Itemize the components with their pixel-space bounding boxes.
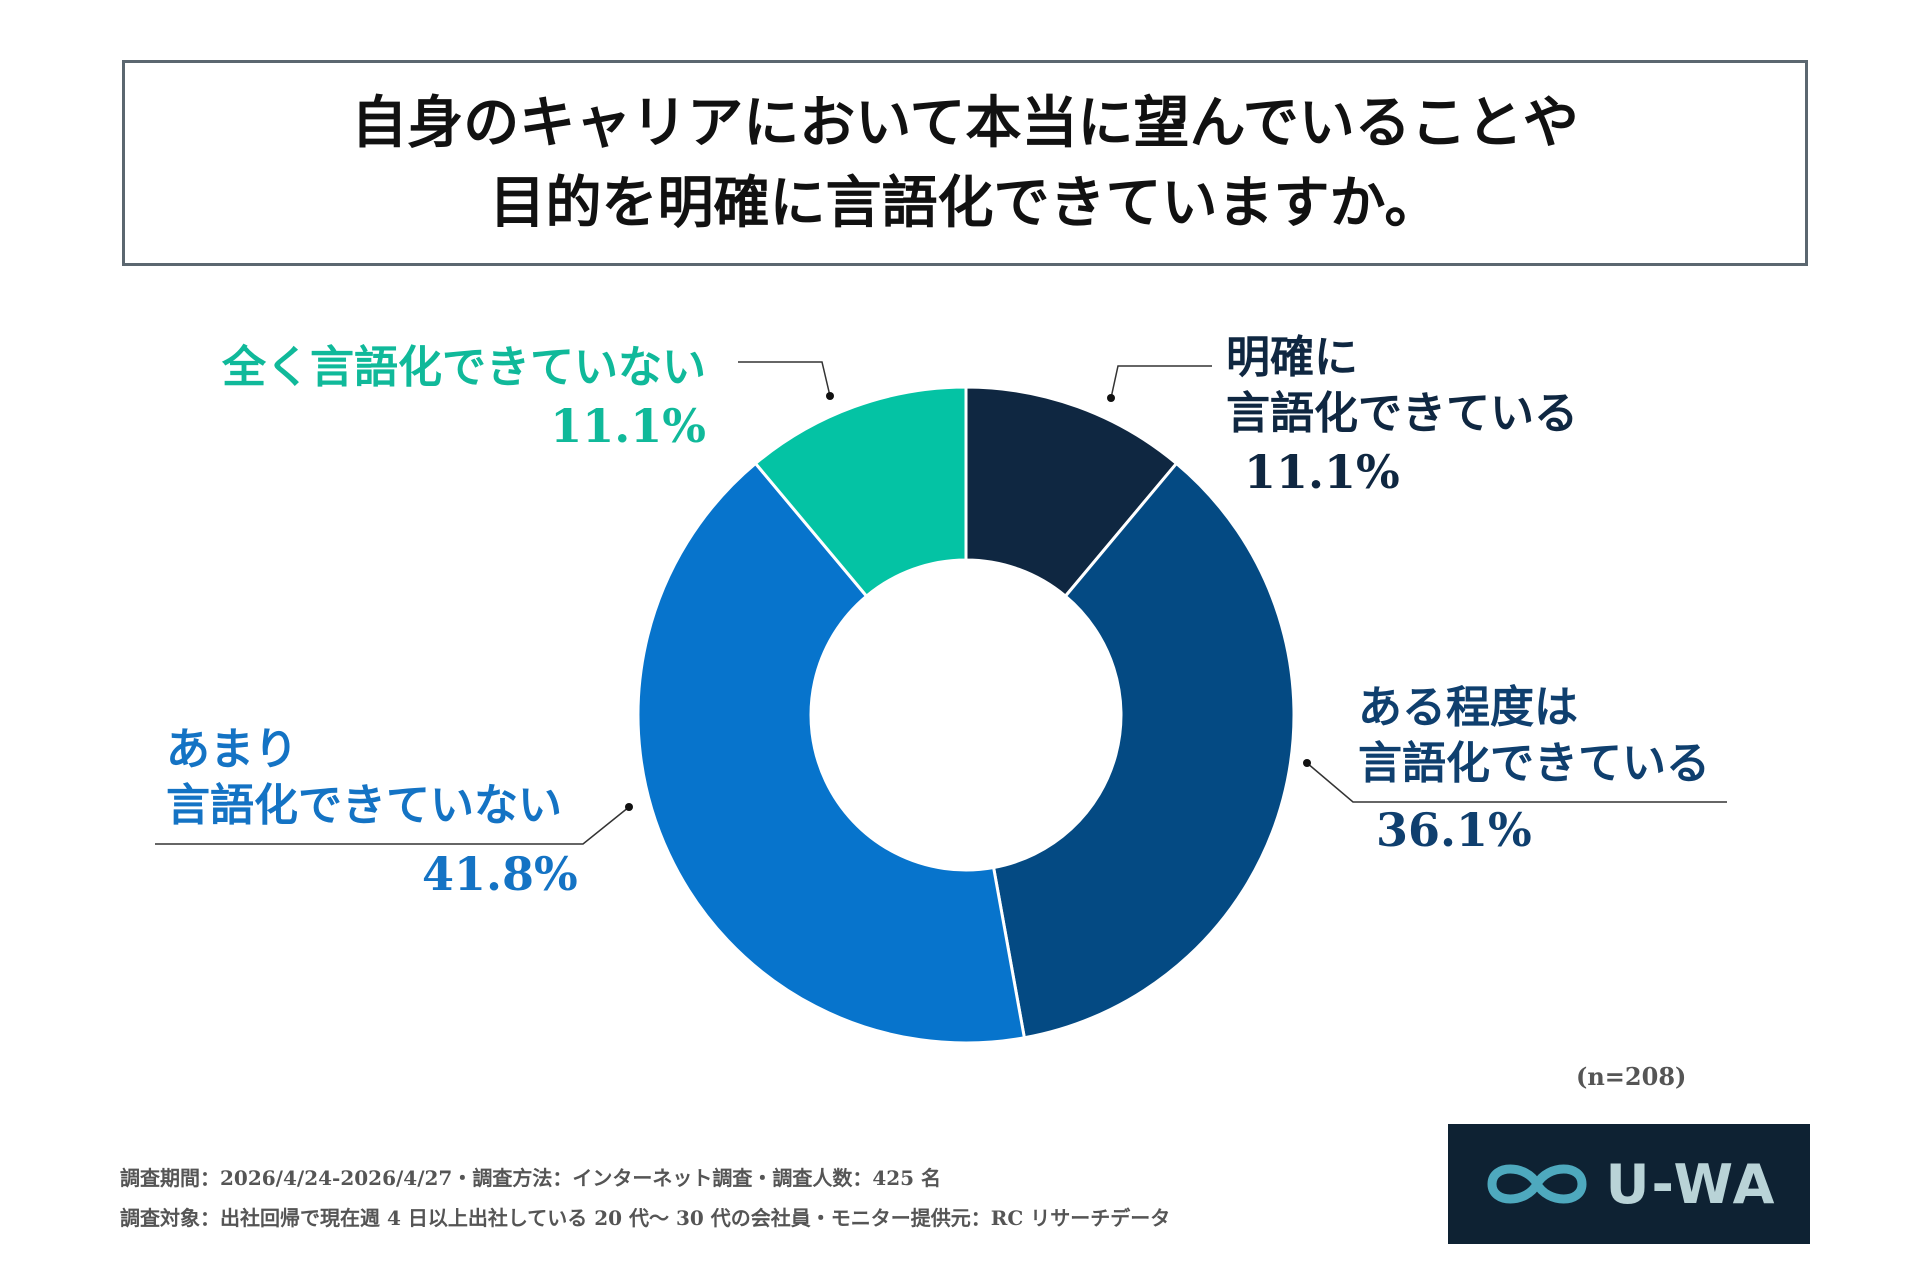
footer-line-2: 調査対象：出社回帰で現在週 4 日以上出社している 20 代〜 30 代の会社員… [120, 1206, 1171, 1230]
slice-category-2-line2: 言語化できていない [166, 780, 562, 831]
slice-category-1-line2: 言語化できている [1358, 738, 1710, 789]
donut-slice-3 [753, 385, 968, 599]
slice-label-0: 明確に 言語化できている 11.1% [1226, 330, 1578, 502]
slice-category-3-line1: 全く言語化できていない [222, 342, 706, 393]
leader-dot-3 [826, 392, 834, 400]
slice-value-2: 41.8% [422, 847, 578, 901]
leader-dot-0 [1107, 394, 1115, 402]
slice-label-2: あまり 言語化できていない 41.8% [166, 722, 578, 904]
title-line-1: 自身のキャリアにおいて本当に望んでいることや [351, 90, 1579, 156]
logo-text: U-WA [1605, 1152, 1777, 1216]
leader-line-1 [1306, 762, 1727, 803]
slice-category-1-line1: ある程度は [1358, 682, 1578, 733]
slice-category-0-line2: 言語化できている [1226, 388, 1578, 439]
slice-category-2-line1: あまり [166, 724, 298, 775]
donut-slice-2 [636, 461, 1027, 1045]
slice-value-3: 11.1% [550, 399, 706, 453]
slice-value-1: 36.1% [1376, 803, 1532, 857]
donut-slice-0 [964, 385, 1179, 599]
slice-category-0-line1: 明確に [1226, 332, 1358, 383]
title-box: 自身のキャリアにおいて本当に望んでいることや 目的を明確に言語化できていますか。 [122, 60, 1808, 266]
leader-line-2 [155, 806, 630, 845]
leader-dot-1 [1303, 759, 1311, 767]
donut-slice-1 [991, 461, 1296, 1040]
infinity-icon [1487, 1164, 1587, 1204]
sample-size-note: (n=208) [1576, 1062, 1687, 1091]
slice-label-3: 全く言語化できていない 11.1% [222, 340, 706, 456]
leader-dot-2 [625, 803, 633, 811]
leader-line-3 [738, 361, 831, 397]
slice-label-1: ある程度は 言語化できている 36.1% [1358, 680, 1710, 860]
leader-line-0 [1110, 365, 1212, 399]
slice-value-0: 11.1% [1244, 445, 1400, 499]
uwa-logo: U-WA [1448, 1124, 1810, 1244]
title-line-2: 目的を明確に言語化できていますか。 [489, 170, 1441, 236]
footer-line-1: 調査期間：2026/4/24-2026/4/27・調査方法：インターネット調査・… [120, 1166, 942, 1190]
